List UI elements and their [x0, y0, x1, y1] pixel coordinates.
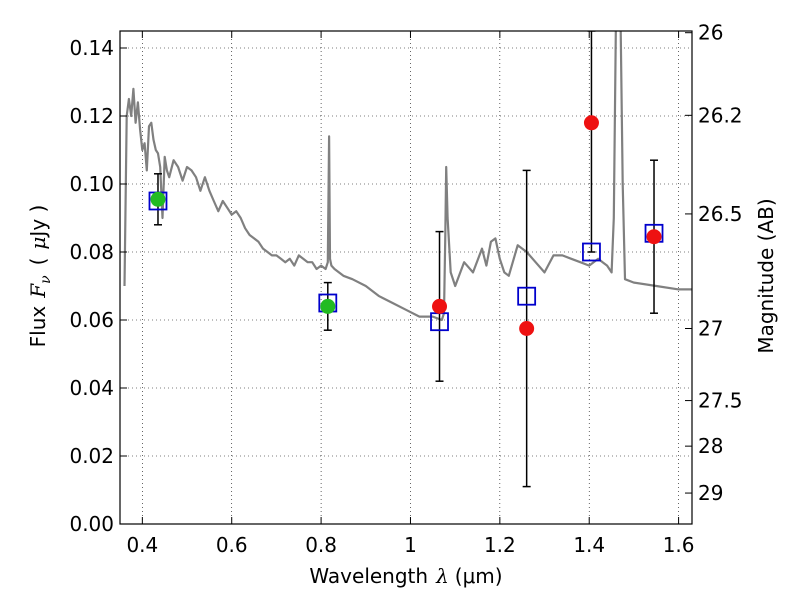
y-tick-label: 0.04 [69, 376, 114, 400]
x-tick-label: 1.2 [484, 533, 516, 557]
x-axis-label: Wavelength λ (μm) [309, 564, 502, 588]
model-square [582, 242, 601, 262]
flux-point [519, 321, 535, 336]
grid [120, 31, 692, 525]
flux-point [432, 298, 448, 314]
error-bar [587, 31, 596, 253]
model-square [517, 286, 537, 306]
plot-frame [119, 30, 693, 525]
y2-tick-label: 27.5 [698, 389, 743, 413]
x-tick-label: 1.6 [663, 533, 695, 557]
x-tick-label: 0.6 [216, 533, 248, 557]
y-tick-label: 0.00 [69, 512, 114, 536]
y2-tick-label: 27 [698, 317, 723, 341]
flux-points [150, 115, 662, 336]
y-tick-label: 0.10 [69, 172, 114, 196]
spectrum-series [123, 31, 692, 322]
y2-tick-label: 26.5 [698, 202, 743, 226]
flux-point [583, 115, 599, 131]
axis-ticks: 0.4 0.6 0.8 1 1.2 1.4 1.6 0.00 0.02 0.04 0.06 0.08 0… [69, 21, 742, 557]
x-tick-label: 1 [404, 533, 417, 557]
x-tick-label: 1.4 [573, 533, 605, 557]
spectrum-line [123, 31, 692, 322]
flux-point [320, 298, 336, 314]
x-tick-label: 0.8 [305, 533, 337, 557]
y-tick-label: 0.12 [69, 104, 114, 128]
y2-axis-label: Magnitude (AB) [754, 198, 778, 353]
y-tick-label: 0.08 [69, 240, 114, 264]
y-axis-label: FluxFν(μJy ) [26, 205, 54, 348]
y2-tick-label: 28 [698, 434, 723, 458]
y2-tick-label: 29 [698, 481, 723, 505]
flux-point [150, 191, 166, 207]
y2-tick-label: 26 [698, 21, 723, 45]
flux-point [646, 229, 662, 245]
y-tick-label: 0.14 [69, 36, 114, 60]
y2-tick-label: 26.2 [698, 103, 743, 127]
y-tick-label: 0.06 [69, 308, 114, 332]
x-tick-label: 0.4 [126, 533, 158, 557]
y-tick-label: 0.02 [69, 444, 114, 468]
